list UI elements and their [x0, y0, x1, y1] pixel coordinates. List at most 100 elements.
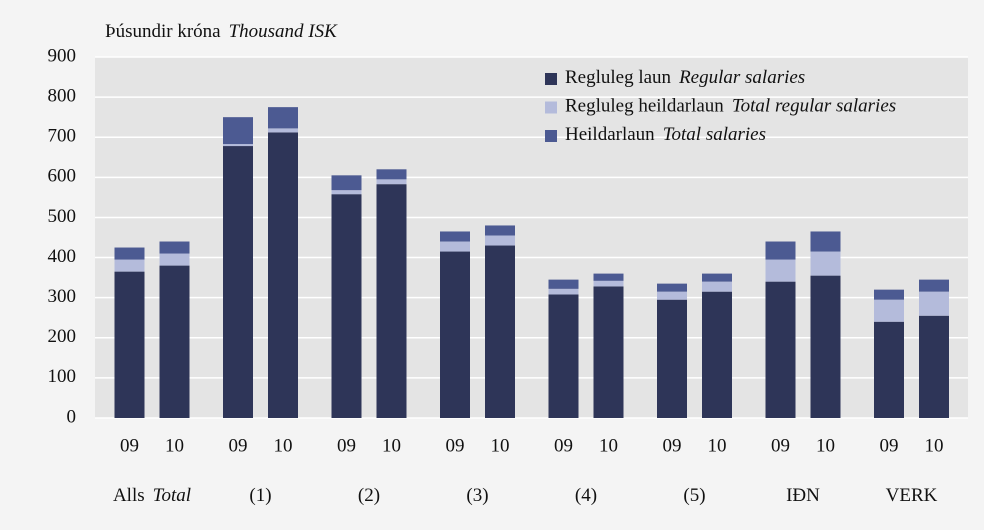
bar-segment: [548, 279, 579, 289]
bar-segment: [919, 315, 949, 418]
bar-segment: [268, 132, 298, 419]
bar-segment: [657, 291, 687, 300]
group-label-is: VERK: [886, 485, 938, 506]
x-tick-label: 10: [382, 435, 401, 456]
legend-swatch: [545, 73, 557, 85]
bar-segment: [548, 294, 579, 418]
bar-segment: [810, 231, 841, 252]
bar-segment: [114, 247, 145, 260]
y-tick-label: 300: [48, 286, 77, 307]
bar-segment: [765, 241, 796, 260]
bar-segment: [159, 241, 190, 254]
x-tick-label: 10: [816, 435, 835, 456]
legend-label-en: Total regular salaries: [732, 96, 896, 117]
y-tick-label: 500: [48, 206, 77, 227]
x-tick-label: 10: [708, 435, 727, 456]
x-tick-label: 10: [925, 435, 944, 456]
bar-segment: [702, 273, 732, 282]
group-label: (2): [358, 485, 380, 506]
bar-segment: [376, 184, 407, 418]
x-tick-label: 10: [491, 435, 510, 456]
x-tick-label: 09: [229, 435, 248, 456]
bar-segment: [159, 265, 190, 418]
x-tick-label: 10: [599, 435, 618, 456]
x-tick-label: 09: [771, 435, 790, 456]
y-tick-label: 0: [67, 406, 77, 427]
x-tick-label: 09: [554, 435, 573, 456]
bar-segment: [919, 279, 949, 292]
y-tick-label: 800: [48, 85, 77, 106]
bar-segment: [376, 179, 407, 185]
bar-segment: [874, 321, 904, 418]
x-tick-label: 09: [880, 435, 899, 456]
group-label: (4): [575, 485, 597, 506]
legend-label-is: Heildarlaun: [565, 124, 655, 145]
bar-segment: [593, 286, 624, 418]
bar-segment: [223, 117, 253, 145]
bar-segment: [440, 251, 470, 418]
y-tick-label: 200: [48, 326, 77, 347]
bar-segment: [331, 190, 362, 195]
bar-segment: [765, 281, 796, 418]
group-label-is: (4): [575, 485, 597, 506]
bar-segment: [810, 275, 841, 418]
legend-label: Regluleg heildarlaun Total regular salari…: [565, 96, 896, 117]
bar-segment: [376, 169, 407, 180]
x-tick-label: 10: [165, 435, 184, 456]
bar-segment: [114, 271, 145, 418]
group-label-is: (2): [358, 485, 380, 506]
legend-label: Regluleg laun Regular salaries: [565, 67, 805, 88]
x-tick-label: 09: [337, 435, 356, 456]
group-label: (3): [466, 485, 488, 506]
bar-segment: [485, 235, 515, 246]
group-label: (1): [249, 485, 271, 506]
bar-segment: [223, 144, 253, 147]
bar-segment: [702, 291, 732, 418]
y-tick-label: 100: [48, 366, 77, 387]
bar-segment: [593, 280, 624, 287]
bar-segment: [331, 175, 362, 191]
x-tick-label: 09: [446, 435, 465, 456]
group-label: Alls Total: [113, 485, 191, 506]
legend-swatch: [545, 130, 557, 142]
group-label: IÐN: [786, 485, 820, 506]
group-label-is: (3): [466, 485, 488, 506]
legend-label-is: Regluleg heildarlaun: [565, 96, 724, 117]
bar-segment: [331, 194, 362, 418]
legend-label-is: Regluleg laun: [565, 67, 672, 88]
bar-segment: [114, 259, 145, 272]
group-label-en: Total: [153, 485, 191, 506]
bar-segment: [440, 231, 470, 242]
bar-segment: [702, 281, 732, 292]
y-tick-label: 600: [48, 166, 77, 187]
legend-label: Heildarlaun Total salaries: [565, 124, 766, 145]
x-tick-label: 10: [274, 435, 293, 456]
bar-segment: [485, 245, 515, 418]
group-label-is: (1): [249, 485, 271, 506]
y-tick-label: 400: [48, 246, 77, 267]
group-label-is: IÐN: [786, 485, 820, 506]
bar-segment: [485, 225, 515, 236]
bar-segment: [593, 273, 624, 281]
bar-segment: [657, 283, 687, 292]
bar-segment: [440, 241, 470, 252]
y-tick-label: 700: [48, 126, 77, 147]
bar-segment: [548, 288, 579, 295]
group-label: VERK: [886, 485, 938, 506]
legend-swatch: [545, 101, 557, 114]
legend-label-en: Regular salaries: [678, 67, 805, 88]
bar-segment: [874, 299, 904, 322]
bar-segment: [159, 253, 190, 266]
x-tick-label: 09: [663, 435, 682, 456]
bar-segment: [268, 128, 298, 133]
bar-segment: [223, 146, 253, 418]
y-axis-label: Þúsundir króna Thousand ISK: [105, 21, 338, 42]
bar-segment: [765, 259, 796, 282]
bar-segment: [919, 291, 949, 316]
x-tick-label: 09: [120, 435, 139, 456]
legend-label-en: Total salaries: [663, 124, 766, 145]
bar-segment: [810, 251, 841, 276]
y-axis-label-en: Thousand ISK: [229, 21, 339, 42]
bar-segment: [268, 107, 298, 129]
